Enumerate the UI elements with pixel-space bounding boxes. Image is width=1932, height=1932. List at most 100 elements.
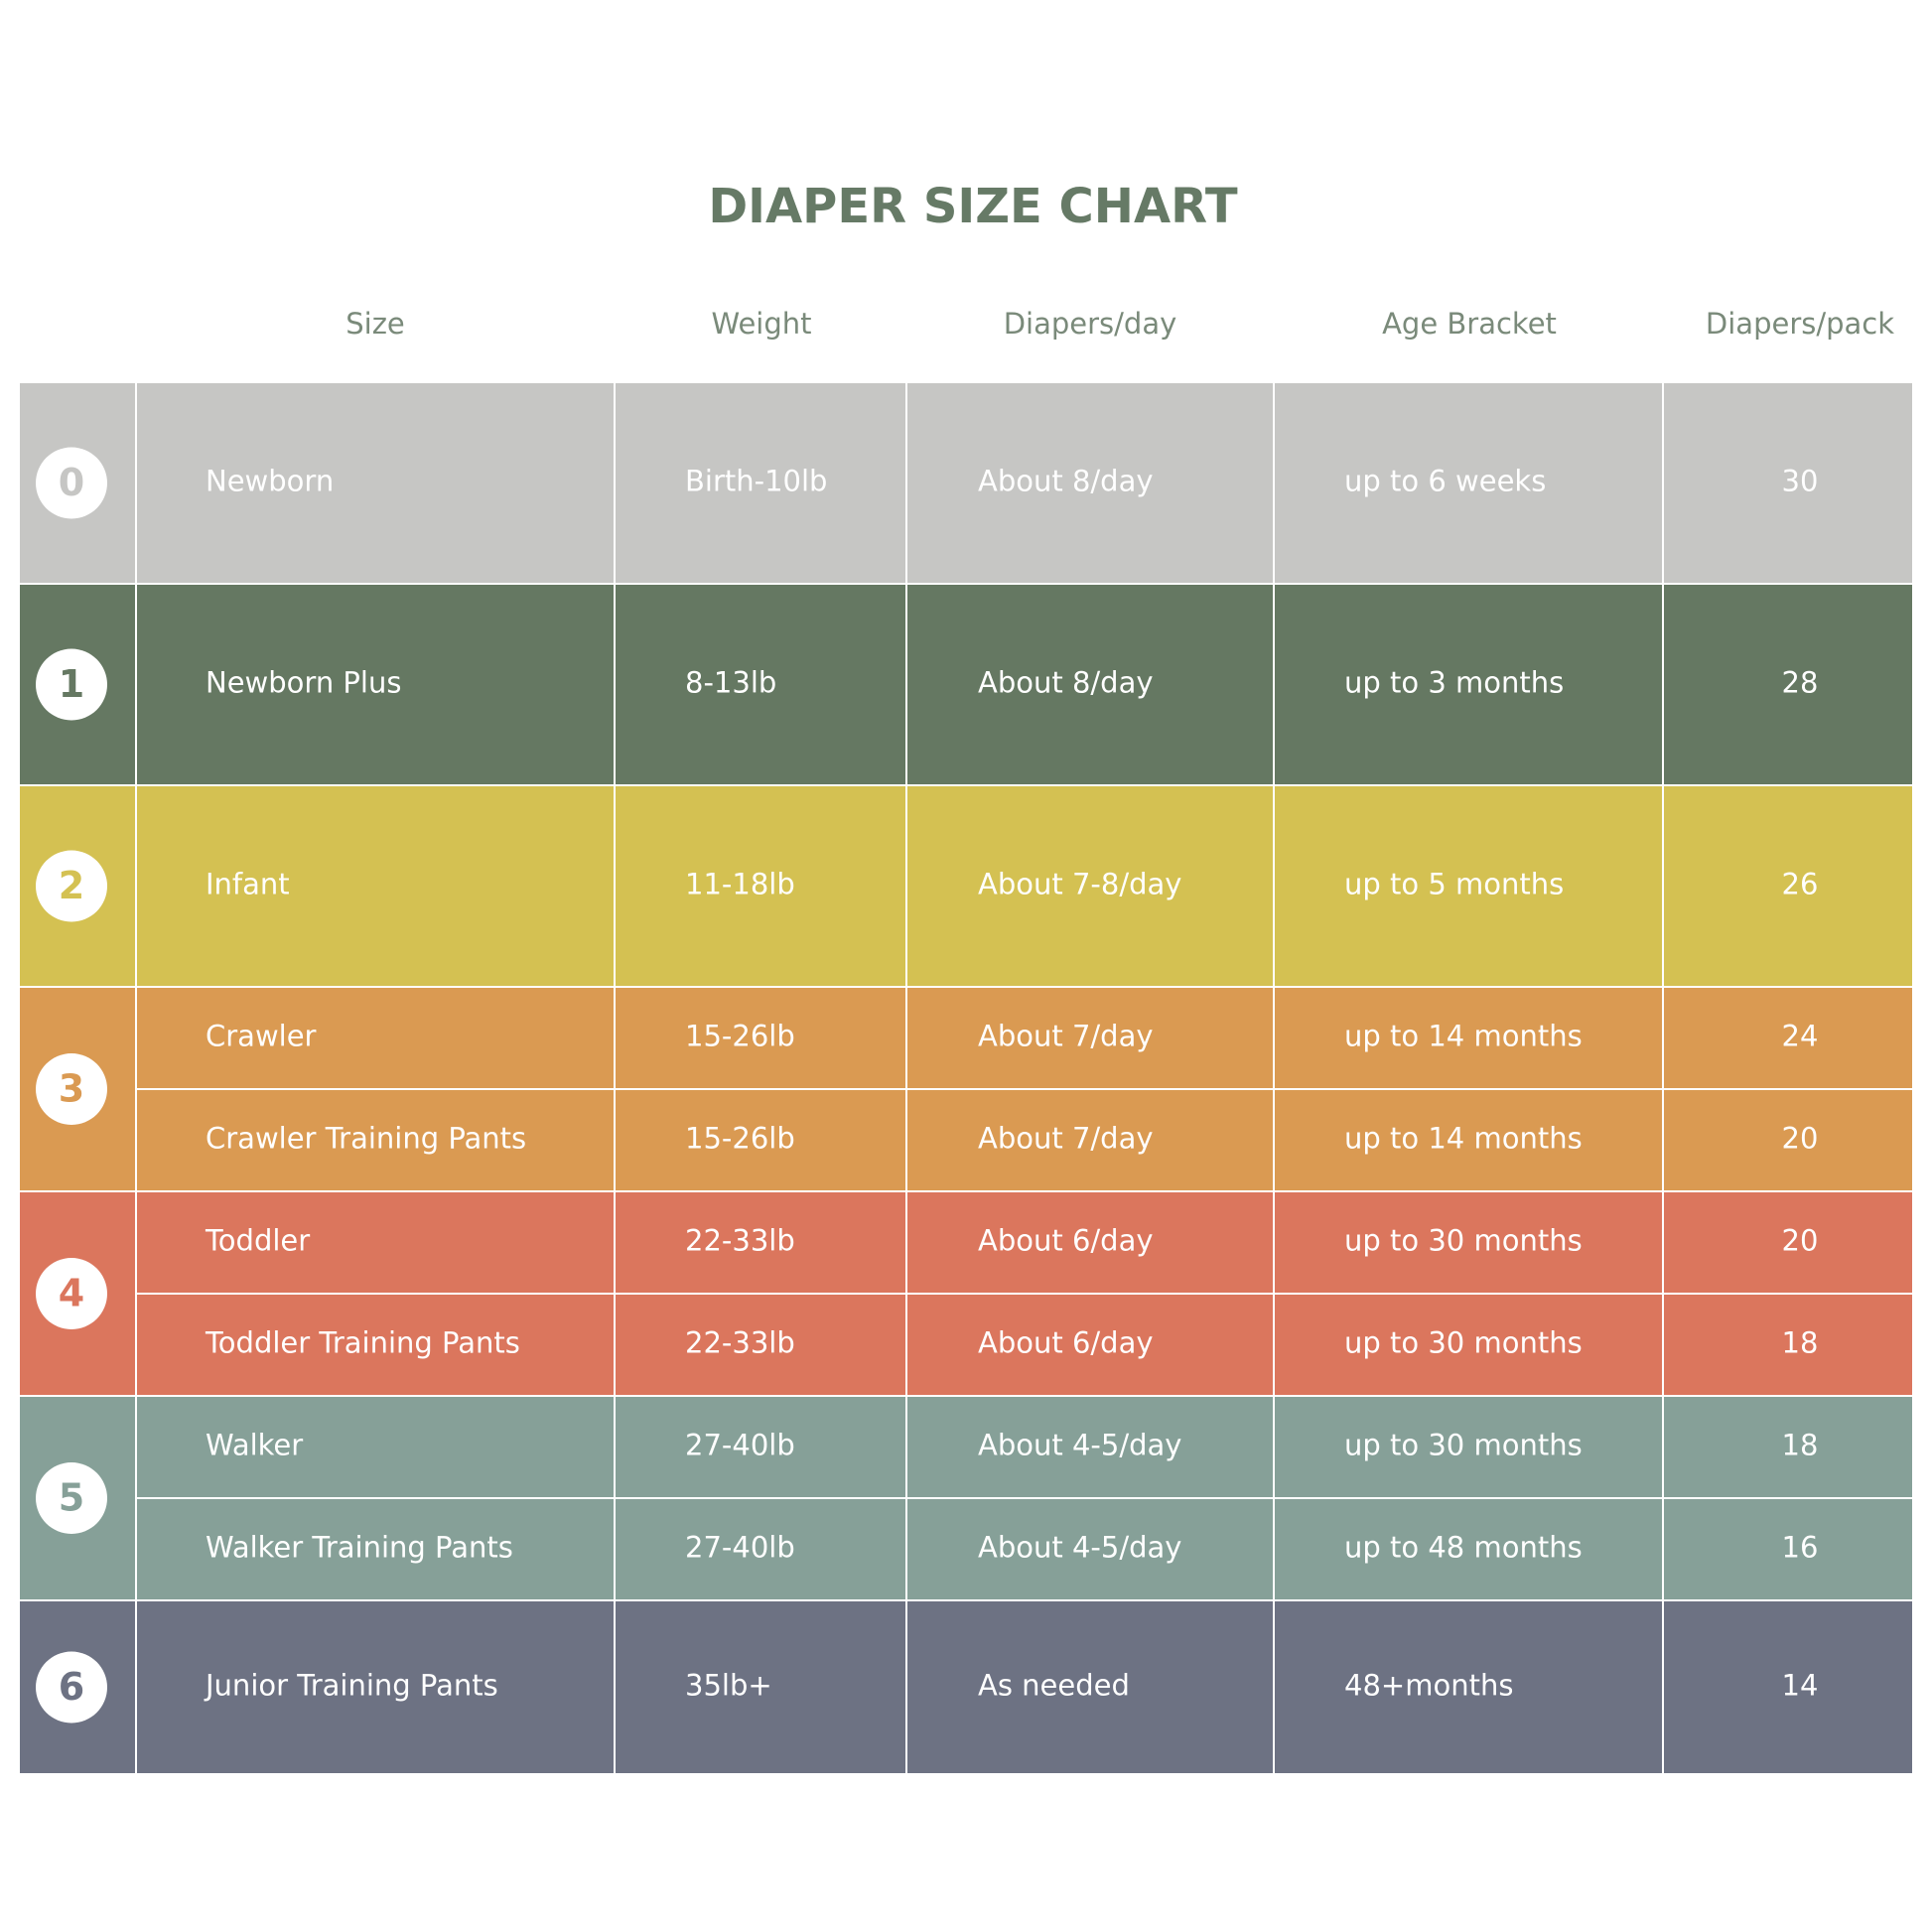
cell-text: up to 3 months xyxy=(1344,666,1564,700)
cell-text: 8-13lb xyxy=(685,666,776,700)
column-header: Weight xyxy=(711,307,811,341)
table-cell xyxy=(135,1599,616,1775)
cell-text: Crawler xyxy=(206,1020,317,1053)
table-cell xyxy=(135,1190,616,1295)
column-header: Size xyxy=(345,307,405,341)
table-cell xyxy=(905,583,1275,786)
size-badge xyxy=(36,1053,107,1125)
cell-text: About 8/day xyxy=(978,666,1154,700)
table-cell xyxy=(1662,1088,1914,1192)
cell-text: About 8/day xyxy=(978,465,1154,498)
table-cell xyxy=(135,1293,616,1397)
size-number: 0 xyxy=(59,461,84,504)
cell-text: 26 xyxy=(1782,868,1819,901)
size-number: 1 xyxy=(59,662,84,706)
table-cell xyxy=(1273,1293,1664,1397)
table-cell xyxy=(1662,381,1914,585)
table-cell xyxy=(1273,1599,1664,1775)
cell-text: Toddler Training Pants xyxy=(205,1326,520,1360)
cell-text: 30 xyxy=(1782,465,1819,498)
cell-text: up to 48 months xyxy=(1344,1531,1583,1565)
column-header: Diapers/day xyxy=(1004,307,1177,341)
table-cell xyxy=(1273,986,1664,1090)
cell-text: About 4-5/day xyxy=(978,1531,1181,1565)
table-cell xyxy=(905,1293,1275,1397)
table-cell xyxy=(135,1395,616,1499)
size-badge xyxy=(36,1651,107,1724)
cell-text: 15-26lb xyxy=(685,1122,795,1156)
size-badge xyxy=(36,648,107,721)
cell-text: Infant xyxy=(206,868,290,901)
table-cell xyxy=(905,1190,1275,1295)
cell-text: 28 xyxy=(1782,666,1819,700)
cell-text: Walker xyxy=(206,1429,303,1462)
cell-text: Walker Training Pants xyxy=(206,1531,513,1565)
cell-text: About 7-8/day xyxy=(978,868,1181,901)
cell-text: Junior Training Pants xyxy=(204,1669,498,1703)
cell-text: 24 xyxy=(1782,1020,1819,1053)
cell-text: Crawler Training Pants xyxy=(206,1122,526,1156)
chart-title: DIAPER SIZE CHART xyxy=(708,179,1238,234)
table-cell xyxy=(1662,784,1914,988)
cell-text: up to 30 months xyxy=(1344,1429,1583,1462)
table-cell xyxy=(905,784,1275,988)
table-cell xyxy=(614,1497,907,1601)
cell-text: 18 xyxy=(1782,1429,1819,1462)
table-cell xyxy=(1662,1190,1914,1295)
cell-text: 20 xyxy=(1782,1224,1819,1258)
table-cell xyxy=(905,1497,1275,1601)
table-cell xyxy=(1273,784,1664,988)
cell-text: 11-18lb xyxy=(685,868,795,901)
cell-text: 22-33lb xyxy=(685,1224,795,1258)
size-badge xyxy=(36,447,107,519)
cell-text: up to 14 months xyxy=(1344,1122,1583,1156)
size-badge xyxy=(36,850,107,922)
cell-text: up to 5 months xyxy=(1344,868,1564,901)
table-cell xyxy=(905,381,1275,585)
column-header: Diapers/pack xyxy=(1706,307,1894,341)
table-cell xyxy=(614,986,907,1090)
table-cell xyxy=(135,986,616,1090)
cell-text: About 6/day xyxy=(978,1326,1154,1360)
cell-text: 35lb+ xyxy=(685,1669,772,1703)
cell-text: 14 xyxy=(1782,1669,1819,1703)
table-cell xyxy=(1273,381,1664,585)
table-cell xyxy=(135,1088,616,1192)
size-number: 5 xyxy=(59,1476,84,1520)
cell-text: up to 30 months xyxy=(1344,1224,1583,1258)
table-cell xyxy=(1662,1599,1914,1775)
size-number: 3 xyxy=(59,1067,84,1111)
cell-text: 27-40lb xyxy=(685,1531,795,1565)
cell-text: 48+months xyxy=(1344,1669,1513,1703)
cell-text: up to 6 weeks xyxy=(1344,465,1546,498)
table-cell xyxy=(905,986,1275,1090)
size-number: 2 xyxy=(59,864,84,907)
table-cell xyxy=(614,784,907,988)
table-cell xyxy=(905,1395,1275,1499)
size-number: 4 xyxy=(59,1272,84,1315)
table-cell xyxy=(614,1395,907,1499)
cell-text: Toddler xyxy=(205,1224,310,1258)
cell-text: 16 xyxy=(1782,1531,1819,1565)
table-cell xyxy=(614,583,907,786)
table-cell xyxy=(1662,1293,1914,1397)
column-header: Age Bracket xyxy=(1382,307,1557,341)
cell-text: Newborn xyxy=(206,465,334,498)
size-number: 6 xyxy=(59,1665,84,1709)
cell-text: 18 xyxy=(1782,1326,1819,1360)
table-cell xyxy=(1273,1088,1664,1192)
table-cell xyxy=(1662,583,1914,786)
cell-text: About 7/day xyxy=(978,1122,1154,1156)
cell-text: 22-33lb xyxy=(685,1326,795,1360)
cell-text: About 7/day xyxy=(978,1020,1154,1053)
size-badge xyxy=(36,1462,107,1534)
size-badge xyxy=(36,1258,107,1329)
table-cell xyxy=(1662,1395,1914,1499)
table-cell xyxy=(905,1599,1275,1775)
table-cell xyxy=(1662,986,1914,1090)
table-cell xyxy=(1273,1190,1664,1295)
table-cell xyxy=(614,1599,907,1775)
cell-text: 15-26lb xyxy=(685,1020,795,1053)
cell-text: 27-40lb xyxy=(685,1429,795,1462)
